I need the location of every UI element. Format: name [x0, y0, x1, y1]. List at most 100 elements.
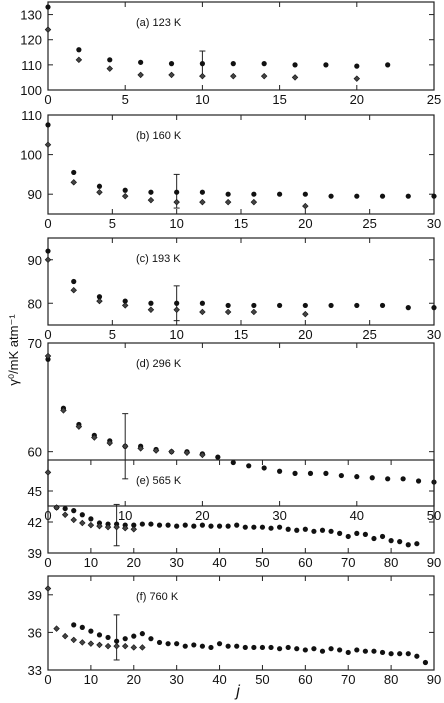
data-point-circle — [45, 122, 51, 128]
data-point-circle — [292, 470, 298, 476]
data-point-circle — [302, 647, 308, 653]
y-tick-label: 70 — [28, 336, 42, 351]
x-tick-label: 15 — [272, 92, 286, 107]
data-point-circle — [385, 62, 391, 68]
plot-frame — [47, 575, 435, 671]
x-tick-label: 40 — [212, 672, 226, 687]
data-point-circle — [415, 478, 422, 484]
data-point-diamond — [113, 523, 120, 531]
data-point-diamond — [199, 451, 206, 459]
data-point-circle — [261, 61, 267, 67]
x-tick-label: 10 — [84, 555, 98, 570]
data-point-circle — [71, 508, 77, 514]
x-tick-label: 10 — [195, 92, 209, 107]
data-point-circle — [268, 644, 274, 651]
data-point-circle — [354, 647, 360, 653]
data-point-circle — [191, 642, 197, 648]
y-tick-label: 60 — [28, 445, 42, 460]
data-point-circle — [354, 302, 360, 309]
data-point-circle — [148, 636, 154, 642]
x-tick-label: 5 — [109, 216, 116, 231]
data-point-circle — [71, 169, 77, 176]
data-point-circle — [96, 183, 103, 189]
data-point-circle — [405, 305, 411, 311]
data-point-diamond — [291, 74, 299, 81]
data-point-diamond — [260, 72, 268, 80]
y-tick-label: 130 — [20, 8, 42, 23]
panel-label: (a) 123 K — [136, 17, 182, 29]
data-point-circle — [354, 193, 360, 199]
data-point-circle — [71, 278, 77, 285]
data-point-diamond — [199, 198, 206, 206]
data-point-circle — [230, 61, 236, 67]
data-point-diamond — [87, 521, 95, 529]
chart-panel: 0 10 20 30 40 50 60 70 80 90 33 36 39 (f) 760 K — [28, 575, 441, 687]
data-point-circle — [122, 636, 128, 642]
data-point-circle — [277, 524, 283, 530]
data-point-diamond — [44, 141, 52, 148]
y-tick-label: 90 — [28, 253, 42, 268]
data-point-diamond — [302, 202, 309, 210]
data-point-circle — [294, 646, 300, 652]
y-tick-label: 100 — [20, 83, 42, 98]
data-point-circle — [107, 57, 113, 63]
y-tick-label: 80 — [28, 296, 42, 311]
data-point-circle — [156, 522, 163, 528]
data-point-diamond — [44, 469, 52, 476]
data-point-circle — [385, 476, 391, 482]
data-point-diamond — [96, 188, 103, 196]
data-point-circle — [182, 522, 188, 528]
data-point-diamond — [152, 447, 160, 454]
data-point-circle — [268, 525, 274, 531]
data-point-circle — [96, 632, 103, 638]
x-tick-label: 25 — [362, 327, 376, 342]
data-point-diamond — [70, 286, 77, 294]
x-tick-label: 30 — [427, 216, 441, 231]
data-point-circle — [354, 530, 360, 536]
x-tick-label: 70 — [341, 672, 355, 687]
data-point-circle — [230, 459, 236, 466]
data-point-circle — [216, 523, 223, 529]
data-point-circle — [379, 302, 386, 309]
data-point-circle — [323, 62, 329, 68]
data-point-circle — [302, 526, 308, 532]
y-tick-label: 100 — [20, 148, 42, 163]
data-point-diamond — [44, 585, 52, 592]
data-point-circle — [168, 61, 175, 67]
y-tick-label: 39 — [28, 546, 42, 561]
data-point-diamond — [70, 636, 77, 644]
data-point-circle — [345, 533, 351, 540]
data-point-circle — [307, 470, 314, 476]
data-point-circle — [208, 644, 214, 651]
data-point-diamond — [250, 198, 258, 206]
x-tick-label: 40 — [350, 508, 364, 523]
data-point-circle — [122, 187, 128, 193]
data-point-circle — [208, 523, 214, 529]
x-tick-label: 25 — [427, 92, 441, 107]
panel-label: (d) 296 K — [136, 358, 182, 370]
data-point-circle — [225, 523, 231, 529]
x-tick-label: 30 — [427, 327, 441, 342]
figure-ylabel: γ⁰/mK atm⁻¹ — [6, 314, 21, 386]
data-point-circle — [156, 639, 163, 646]
data-point-diamond — [224, 308, 232, 316]
data-point-circle — [397, 651, 403, 657]
data-point-circle — [328, 528, 334, 534]
data-point-circle — [251, 191, 257, 197]
y-tick-label: 36 — [28, 625, 42, 640]
data-point-diamond — [53, 625, 60, 632]
data-point-diamond — [137, 445, 144, 452]
data-point-circle — [45, 248, 51, 254]
data-point-circle — [261, 465, 267, 471]
x-tick-label: 10 — [169, 216, 183, 231]
data-point-circle — [328, 193, 334, 199]
data-point-circle — [242, 644, 248, 651]
x-tick-label: 30 — [169, 672, 183, 687]
data-point-diamond — [173, 198, 180, 206]
data-point-circle — [277, 302, 283, 309]
data-point-circle — [122, 298, 128, 304]
x-tick-label: 5 — [122, 92, 129, 107]
data-point-diamond — [61, 511, 69, 518]
x-tick-label: 60 — [298, 555, 312, 570]
data-point-circle — [96, 294, 103, 300]
